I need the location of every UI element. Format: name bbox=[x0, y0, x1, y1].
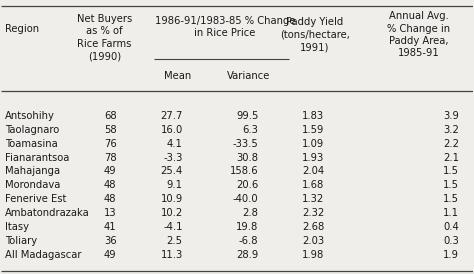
Text: 1.83: 1.83 bbox=[302, 111, 324, 121]
Text: 48: 48 bbox=[104, 180, 117, 190]
Text: 68: 68 bbox=[104, 111, 117, 121]
Text: 49: 49 bbox=[104, 250, 117, 260]
Text: 2.8: 2.8 bbox=[242, 208, 258, 218]
Text: 158.6: 158.6 bbox=[229, 167, 258, 176]
Text: 4.1: 4.1 bbox=[167, 139, 182, 149]
Text: 2.03: 2.03 bbox=[302, 236, 324, 246]
Text: 1986-91/1983-85 % Change
in Rice Price: 1986-91/1983-85 % Change in Rice Price bbox=[155, 16, 295, 38]
Text: Fianarantsoa: Fianarantsoa bbox=[5, 153, 70, 163]
Text: 30.8: 30.8 bbox=[236, 153, 258, 163]
Text: Paddy Yield
(tons/hectare,
1991): Paddy Yield (tons/hectare, 1991) bbox=[280, 17, 350, 52]
Text: 16.0: 16.0 bbox=[160, 125, 182, 135]
Text: 78: 78 bbox=[104, 153, 117, 163]
Text: Fenerive Est: Fenerive Est bbox=[5, 194, 67, 204]
Text: 1.5: 1.5 bbox=[443, 194, 459, 204]
Text: Antsohihy: Antsohihy bbox=[5, 111, 55, 121]
Text: Region: Region bbox=[5, 24, 39, 34]
Text: 11.3: 11.3 bbox=[160, 250, 182, 260]
Text: -3.3: -3.3 bbox=[163, 153, 182, 163]
Text: 49: 49 bbox=[104, 167, 117, 176]
Text: Morondava: Morondava bbox=[5, 180, 61, 190]
Text: 41: 41 bbox=[104, 222, 117, 232]
Text: 1.1: 1.1 bbox=[443, 208, 459, 218]
Text: Annual Avg.
% Change in
Paddy Area,
1985-91: Annual Avg. % Change in Paddy Area, 1985… bbox=[387, 11, 450, 58]
Text: Net Buyers
as % of
Rice Farms
(1990): Net Buyers as % of Rice Farms (1990) bbox=[77, 14, 132, 61]
Text: 99.5: 99.5 bbox=[236, 111, 258, 121]
Text: 1.09: 1.09 bbox=[302, 139, 324, 149]
Text: 2.1: 2.1 bbox=[443, 153, 459, 163]
Text: 76: 76 bbox=[104, 139, 117, 149]
Text: 1.5: 1.5 bbox=[443, 167, 459, 176]
Text: 2.2: 2.2 bbox=[443, 139, 459, 149]
Text: 1.32: 1.32 bbox=[302, 194, 324, 204]
Text: Mahajanga: Mahajanga bbox=[5, 167, 61, 176]
Text: Variance: Variance bbox=[227, 71, 271, 81]
Text: 2.5: 2.5 bbox=[167, 236, 182, 246]
Text: -33.5: -33.5 bbox=[233, 139, 258, 149]
Text: 20.6: 20.6 bbox=[236, 180, 258, 190]
Text: 1.98: 1.98 bbox=[302, 250, 324, 260]
Text: 1.5: 1.5 bbox=[443, 180, 459, 190]
Text: Toliary: Toliary bbox=[5, 236, 37, 246]
Text: Itasy: Itasy bbox=[5, 222, 29, 232]
Text: 1.9: 1.9 bbox=[443, 250, 459, 260]
Text: Taolagnaro: Taolagnaro bbox=[5, 125, 60, 135]
Text: 2.04: 2.04 bbox=[302, 167, 324, 176]
Text: All Madagascar: All Madagascar bbox=[5, 250, 82, 260]
Text: 3.9: 3.9 bbox=[443, 111, 459, 121]
Text: 10.2: 10.2 bbox=[160, 208, 182, 218]
Text: -6.8: -6.8 bbox=[239, 236, 258, 246]
Text: 2.68: 2.68 bbox=[302, 222, 324, 232]
Text: 2.32: 2.32 bbox=[302, 208, 324, 218]
Text: 13: 13 bbox=[104, 208, 117, 218]
Text: -4.1: -4.1 bbox=[163, 222, 182, 232]
Text: 1.59: 1.59 bbox=[302, 125, 324, 135]
Text: 48: 48 bbox=[104, 194, 117, 204]
Text: 25.4: 25.4 bbox=[160, 167, 182, 176]
Text: Ambatondrazaka: Ambatondrazaka bbox=[5, 208, 90, 218]
Text: 10.9: 10.9 bbox=[160, 194, 182, 204]
Text: 1.93: 1.93 bbox=[302, 153, 324, 163]
Text: 3.2: 3.2 bbox=[443, 125, 459, 135]
Text: Toamasina: Toamasina bbox=[5, 139, 58, 149]
Text: 28.9: 28.9 bbox=[236, 250, 258, 260]
Text: 9.1: 9.1 bbox=[167, 180, 182, 190]
Text: 58: 58 bbox=[104, 125, 117, 135]
Text: -40.0: -40.0 bbox=[233, 194, 258, 204]
Text: 0.3: 0.3 bbox=[443, 236, 459, 246]
Text: 6.3: 6.3 bbox=[242, 125, 258, 135]
Text: 0.4: 0.4 bbox=[443, 222, 459, 232]
Text: 36: 36 bbox=[104, 236, 117, 246]
Text: 27.7: 27.7 bbox=[160, 111, 182, 121]
Text: 19.8: 19.8 bbox=[236, 222, 258, 232]
Text: 1.68: 1.68 bbox=[302, 180, 324, 190]
Text: Mean: Mean bbox=[164, 71, 191, 81]
